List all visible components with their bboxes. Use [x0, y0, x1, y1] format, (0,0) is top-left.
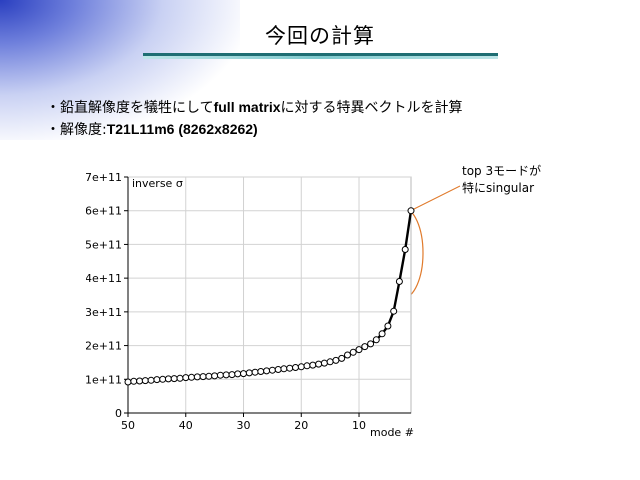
bullet-list: ・鉛直解像度を犠牲にしてfull matrixに対する特異ベクトルを計算 ・解像…: [46, 97, 463, 141]
plot-frame: [127, 176, 412, 414]
data-point: [326, 358, 334, 366]
data-point: [332, 356, 340, 364]
x-tick-label: 50: [121, 419, 135, 432]
chart-svg: 0 1e+11 2e+11 3e+11 4e+11 5e+11 6e+11 7e+11 50 40…: [85, 171, 415, 439]
chart-title: inverse σ: [132, 177, 183, 190]
data-point: [205, 372, 213, 380]
slide-title: 今回の計算: [265, 24, 375, 48]
callout-leader-line: [411, 185, 461, 211]
data-point: [153, 376, 161, 384]
data-point: [257, 368, 265, 375]
x-tick-label: 30: [237, 419, 251, 432]
data-point: [401, 246, 409, 253]
callout-annotation: top 3モードが 特にsingular: [462, 163, 541, 197]
data-point: [286, 364, 294, 372]
corner-gradient: [0, 0, 240, 140]
data-point: [367, 340, 375, 348]
data-point: [315, 360, 323, 368]
bullet-emphasis: full matrix: [213, 99, 281, 115]
data-point: [355, 346, 363, 354]
data-point: [263, 367, 271, 375]
x-tick-label: 20: [294, 419, 308, 432]
title-underline-light: [143, 56, 498, 59]
data-point: [141, 377, 149, 385]
y-tick-label: 1e+11: [86, 373, 122, 386]
data-point: [199, 373, 207, 381]
y-tick-label: 2e+11: [86, 340, 122, 353]
data-point: [136, 377, 144, 385]
data-point: [280, 365, 288, 373]
y-tick-label: 4e+11: [86, 272, 122, 285]
callout-line: 特にsingular: [462, 181, 535, 195]
data-point: [338, 354, 346, 362]
axes: [124, 176, 411, 417]
bullet-item: ・解像度:T21L11m6 (8262x8262): [46, 119, 463, 141]
data-point: [361, 343, 369, 351]
data-point: [193, 373, 201, 381]
data-point: [222, 371, 230, 379]
data-point: [390, 307, 398, 315]
data-point: [384, 322, 392, 330]
data-point: [309, 361, 317, 369]
bullet-text: ・鉛直解像度を犠牲にして: [46, 100, 214, 116]
data-point: [320, 359, 328, 367]
data-point: [395, 278, 403, 285]
x-tick-label: 10: [352, 419, 366, 432]
y-tick-label: 6e+11: [86, 205, 122, 218]
x-axis-label: mode #: [370, 426, 414, 439]
data-point: [297, 363, 305, 371]
data-point: [188, 373, 195, 381]
data-point: [182, 374, 190, 382]
data-point: [292, 364, 299, 371]
data-point: [268, 366, 276, 374]
y-tick-label: 5e+11: [86, 238, 122, 251]
bullet-item: ・鉛直解像度を犠牲にしてfull matrixに対する特異ベクトルを計算: [46, 97, 463, 119]
bullet-text: ・解像度:: [46, 122, 107, 138]
y-tick-label: 0: [115, 407, 122, 420]
data-point: [378, 330, 386, 338]
data-point: [176, 374, 184, 382]
data-point: [303, 362, 311, 370]
data-point: [130, 377, 138, 385]
data-point: [164, 375, 172, 383]
x-tick-label: 40: [179, 419, 193, 432]
data-point: [251, 368, 259, 376]
y-tick-label: 3e+11: [86, 306, 122, 319]
data-point: [159, 375, 167, 383]
data-point: [349, 348, 357, 356]
data-point: [124, 378, 132, 386]
data-point: [147, 376, 155, 384]
bullet-text: に対する特異ベクトルを計算: [280, 100, 463, 116]
data-point: [228, 371, 236, 379]
data-point: [274, 366, 282, 373]
data-point: [372, 336, 380, 344]
data-point: [240, 370, 247, 378]
data-point: [170, 375, 178, 383]
data-point: [245, 369, 253, 377]
bullet-emphasis: T21L11m6 (8262x8262): [106, 121, 258, 137]
data-point: [407, 207, 415, 215]
data-point: [216, 371, 224, 379]
callout-line: top 3モードが: [462, 164, 542, 178]
data-points: [124, 207, 415, 386]
tick-labels: 0 1e+11 2e+11 3e+11 4e+11 5e+11 6e+11 7e+11 50 40…: [85, 171, 366, 432]
data-point: [344, 351, 351, 359]
y-tick-label: 7e+11: [86, 171, 122, 184]
chart: 0 1e+11 2e+11 3e+11 4e+11 5e+11 6e+11 7e+11 50 40…: [85, 170, 416, 442]
data-point: [234, 370, 242, 378]
title-underline-dark: [143, 53, 498, 56]
data-point: [211, 372, 219, 380]
